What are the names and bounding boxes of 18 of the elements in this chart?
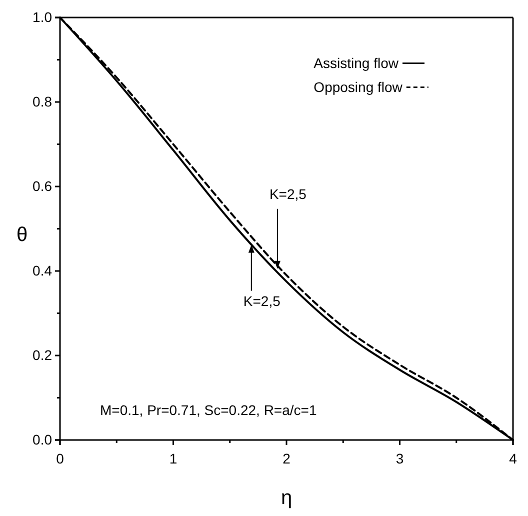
x-tick-label: 2	[282, 450, 291, 466]
x-tick-label: 4	[509, 450, 518, 466]
annotation: M=0.1, Pr=0.71, Sc=0.22, R=a/c=1	[100, 402, 317, 418]
legend-label: Assisting flow	[314, 55, 400, 72]
legend-label: Opposing flow	[314, 79, 404, 96]
y-tick-label: 0.0	[32, 431, 52, 448]
y-tick-label: 1.0	[32, 8, 52, 25]
annotation: K=2,5	[269, 186, 307, 202]
y-axis-title: θ	[16, 224, 28, 246]
y-tick-label: 0.4	[32, 262, 52, 278]
y-tick-label: 0.2	[32, 346, 52, 363]
x-tick-label: 1	[169, 450, 178, 466]
y-tick-label: 0.8	[32, 93, 52, 110]
annotation: K=2,5	[243, 292, 281, 309]
x-tick-label: 0	[56, 450, 64, 466]
x-axis-title: η	[280, 487, 292, 509]
x-tick-label: 3	[396, 450, 404, 466]
y-tick-label: 0.6	[32, 178, 52, 194]
